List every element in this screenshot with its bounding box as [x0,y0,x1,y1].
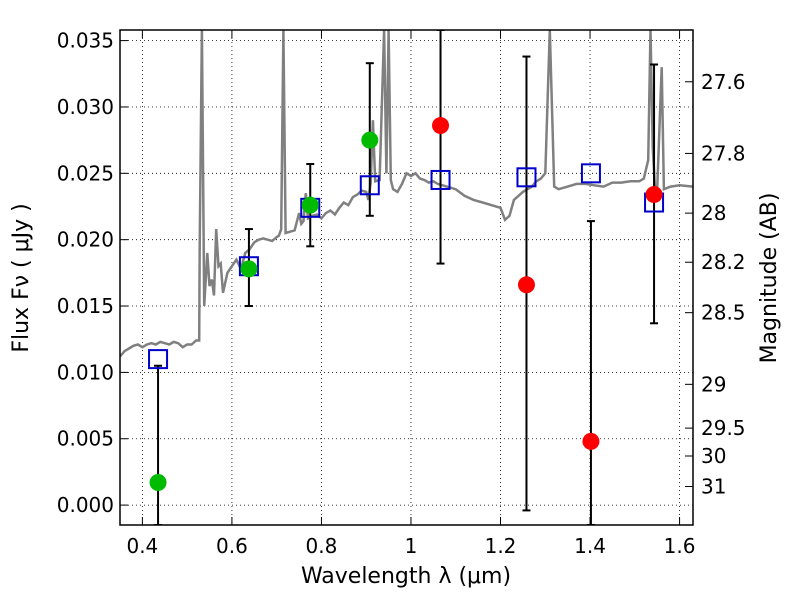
red-point [517,276,535,294]
red-point [582,432,600,450]
y-tick-label: 0.020 [57,228,114,252]
axis-ticks: 0.4 0.6 0.8 1 1.2 1.4 1.6 0.000 0.005 0.010 0.015 0… [57,29,746,558]
y2-tick-label: 31 [701,475,726,499]
y-tick-label: 0.010 [57,360,114,384]
y-tick-label: 0.025 [57,161,114,185]
green-point [361,131,379,149]
red-point [432,117,450,135]
green-point [149,474,167,492]
y-tick-label: 0.015 [57,294,114,318]
y2-tick-label: 27.8 [701,141,746,165]
y2-tick-label: 28 [701,201,726,225]
model-point [359,175,380,196]
y2-tick-label: 29 [701,372,726,396]
error-bars [154,30,659,525]
model-spectrum-line [120,30,693,358]
model-point [430,169,451,190]
y2-axis-label: Magnitude (AB) [757,193,782,364]
y-axis-label: Flux Fν ( μJy ) [9,203,34,352]
x-axis-label: Wavelength λ (μm) [301,564,511,589]
y-tick-label: 0.000 [57,493,114,517]
y-tick-label: 0.030 [57,95,114,119]
y2-tick-label: 30 [701,444,726,468]
y2-tick-label: 28.5 [701,301,746,325]
x-tick-label: 0.4 [126,534,158,558]
green-point [240,260,258,278]
x-tick-label: 0.8 [306,534,338,558]
plot-frame [119,29,694,526]
y-tick-label: 0.005 [57,427,114,451]
model-photometry-points [148,163,665,370]
x-tick-label: 1 [405,534,418,558]
y-tick-label: 0.035 [57,29,114,53]
model-point [148,349,169,370]
red-point [645,186,663,204]
x-tick-label: 1.4 [574,534,606,558]
model-point [580,163,601,184]
green-point [301,196,319,214]
y2-tick-label: 27.6 [701,70,746,94]
x-tick-label: 0.6 [216,534,248,558]
x-tick-label: 1.6 [664,534,696,558]
model-point [516,167,537,188]
green-observed-points [149,131,379,492]
y2-tick-label: 28.2 [701,250,746,274]
x-tick-label: 1.2 [485,534,517,558]
y2-tick-label: 29.5 [701,416,746,440]
red-observed-points [432,117,663,450]
plot-area [120,30,693,525]
